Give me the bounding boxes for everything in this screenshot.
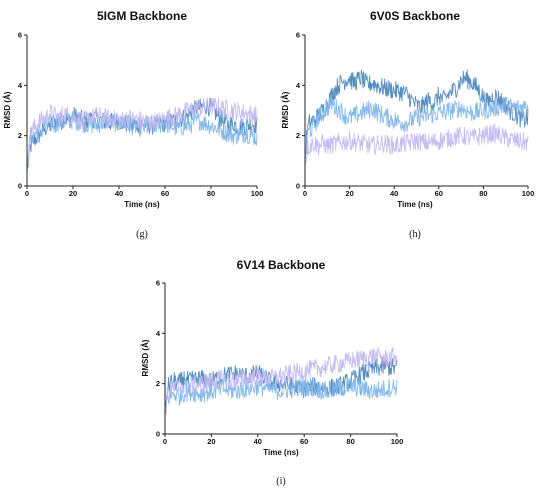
- y-tick-label: 4: [296, 81, 301, 90]
- y-tick-label: 2: [296, 131, 300, 140]
- y-tick-label: 0: [156, 430, 160, 439]
- x-tick-label: 40: [390, 189, 398, 198]
- x-axis-label: Time (ns): [263, 448, 299, 457]
- x-tick-label: 80: [479, 189, 487, 198]
- panel-caption: (i): [276, 476, 285, 487]
- y-tick-label: 2: [156, 379, 160, 388]
- chart-panel-6v0s: 6V0S Backbone Time (ns) RMSD (Å) (h) 0 20…: [281, 9, 534, 240]
- chart-title: 6V0S Backbone: [370, 9, 460, 23]
- series-line-3: [304, 123, 529, 166]
- chart-title: 5IGM Backbone: [97, 9, 187, 23]
- y-tick-label: 4: [18, 81, 23, 90]
- x-tick-label: 0: [25, 189, 29, 198]
- chart-panel-6v14: 6V14 Backbone Time (ns) RMSD (Å) (i) 0 20…: [141, 258, 403, 487]
- y-tick-label: 6: [18, 31, 22, 40]
- series-line-3: [26, 97, 258, 169]
- y-axis-label: RMSD (Å): [281, 91, 290, 128]
- y-axis-label: RMSD (Å): [141, 339, 150, 376]
- x-tick-label: 40: [254, 437, 262, 446]
- y-tick-label: 4: [156, 329, 161, 338]
- x-tick-label: 60: [435, 189, 443, 198]
- y-tick-label: 6: [296, 31, 300, 40]
- x-tick-label: 0: [303, 189, 307, 198]
- x-tick-label: 40: [115, 189, 123, 198]
- x-axis-label: Time (ns): [397, 200, 433, 209]
- x-tick-label: 100: [522, 189, 535, 198]
- panel-caption: (h): [409, 229, 421, 240]
- y-axis-label: RMSD (Å): [3, 91, 12, 128]
- x-tick-label: 20: [69, 189, 77, 198]
- series-line-1: [304, 69, 529, 161]
- y-tick-label: 2: [18, 131, 22, 140]
- x-tick-label: 60: [161, 189, 169, 198]
- panel-caption: (g): [136, 229, 148, 240]
- x-tick-label: 80: [346, 437, 354, 446]
- y-tick-label: 6: [156, 279, 160, 288]
- series-line-2: [164, 377, 398, 417]
- chart-title: 6V14 Backbone: [237, 258, 326, 272]
- y-tick-label: 0: [18, 182, 22, 191]
- x-tick-label: 20: [345, 189, 353, 198]
- chart-panel-5igm: 5IGM Backbone Time (ns) RMSD (Å) (g) 0 20…: [3, 9, 263, 240]
- x-tick-label: 80: [207, 189, 215, 198]
- x-axis-label: Time (ns): [124, 200, 160, 209]
- x-tick-label: 100: [391, 437, 404, 446]
- x-tick-label: 0: [163, 437, 167, 446]
- x-tick-label: 100: [251, 189, 264, 198]
- x-tick-label: 20: [207, 437, 215, 446]
- x-tick-label: 60: [300, 437, 308, 446]
- series-line-3: [164, 347, 398, 415]
- series-line-2: [304, 94, 529, 161]
- y-tick-label: 0: [296, 182, 300, 191]
